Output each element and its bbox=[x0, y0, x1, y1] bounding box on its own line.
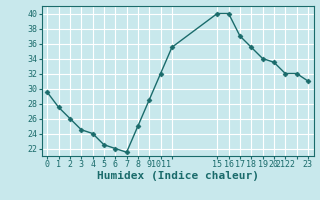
X-axis label: Humidex (Indice chaleur): Humidex (Indice chaleur) bbox=[97, 171, 259, 181]
